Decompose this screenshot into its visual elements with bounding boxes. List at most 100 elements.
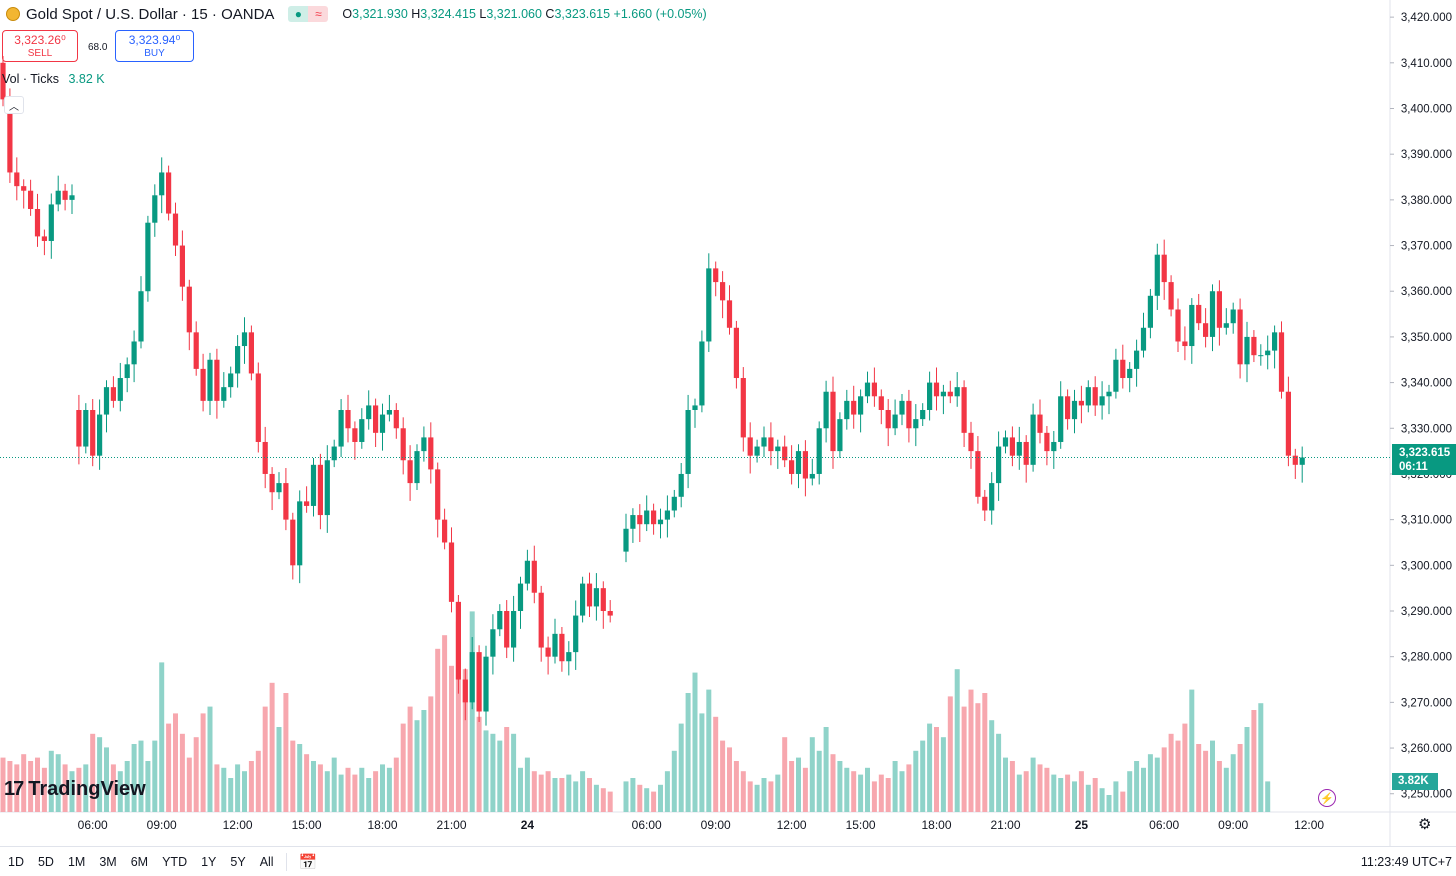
clock-timezone[interactable]: 11:23:49 UTC+7 <box>1360 855 1452 869</box>
spread-value: 68.0 <box>88 42 108 53</box>
volume-bar <box>207 706 213 812</box>
candle-body <box>671 496 677 511</box>
candle-body <box>235 346 241 374</box>
range-button-6m[interactable]: 6M <box>130 854 149 869</box>
volume-bar <box>442 635 448 812</box>
volume-bar <box>179 733 185 812</box>
candle-body <box>359 419 365 442</box>
candle-body <box>775 446 781 452</box>
volume-bar <box>947 696 953 812</box>
volume-bar <box>483 730 489 812</box>
candle-body <box>747 437 753 456</box>
range-button-ytd[interactable]: YTD <box>162 854 188 869</box>
bottom-toolbar: 1D 5D 1M 3M 6M YTD 1Y 5Y All 📅 11:23:49 UTC+7 <box>0 846 1456 876</box>
candle-body <box>345 410 351 429</box>
last-price-tag: 3,323.615 06:11 <box>1392 444 1456 475</box>
candle-body <box>823 391 829 429</box>
candle-body <box>892 414 898 429</box>
candle-body <box>400 428 406 461</box>
candle-body <box>623 528 629 552</box>
volume-bar <box>1127 771 1133 812</box>
volume-legend[interactable]: Vol · Ticks 3.82 K <box>2 72 105 86</box>
lightning-icon[interactable]: ⚡ <box>1318 789 1336 807</box>
volume-bar <box>297 744 303 812</box>
volume-bar <box>1265 781 1271 812</box>
range-button-3m[interactable]: 3M <box>99 854 117 869</box>
candle-body <box>1196 304 1202 324</box>
volume-bar <box>324 771 330 812</box>
candle-body <box>940 391 946 397</box>
tradingview-logo[interactable]: 17 TradingView <box>4 778 146 801</box>
range-button-1m[interactable]: 1M <box>67 854 86 869</box>
volume-bar <box>97 737 103 812</box>
candle-body <box>1299 457 1305 465</box>
y-tick-label: 3,300.000 <box>1401 560 1452 572</box>
collapse-legend-button[interactable]: ︿ <box>4 96 24 114</box>
volume-bar <box>117 771 123 812</box>
candle-body <box>179 245 185 287</box>
y-tick-label: 3,280.000 <box>1401 652 1452 664</box>
candle-body <box>1113 359 1119 392</box>
volume-bar <box>1058 778 1064 812</box>
volume-bar <box>476 716 482 812</box>
candle-body <box>600 588 606 611</box>
candle-body <box>138 291 144 342</box>
candle-body <box>816 428 822 474</box>
volume-bar <box>1161 747 1167 812</box>
volume-bar <box>727 747 732 812</box>
buy-button[interactable]: 3,323.94⁰ BUY <box>115 30 194 62</box>
candle-body <box>393 410 399 429</box>
x-tick-label: 06:00 <box>632 818 662 832</box>
calendar-goto-icon[interactable]: 📅 <box>298 853 318 871</box>
candle-body <box>1154 254 1160 296</box>
logo-text: TradingView <box>28 778 146 800</box>
volume-bar <box>1023 771 1029 812</box>
range-button-5y[interactable]: 5Y <box>230 854 246 869</box>
sell-button[interactable]: 3,323.26⁰ SELL <box>2 30 78 62</box>
candle-body <box>331 446 337 461</box>
price-chart[interactable]: 3,420.000 3,410.000 3,400.000 3,390.000 3,38… <box>0 0 1456 846</box>
volume-bar <box>913 750 919 812</box>
x-tick-label: 09:00 <box>1218 818 1248 832</box>
range-button-1d[interactable]: 1D <box>8 854 24 869</box>
volume-bar <box>393 757 399 812</box>
symbol-title[interactable]: Gold Spot / U.S. Dollar · 15 · OANDA <box>26 5 275 23</box>
volume-bar <box>159 662 165 812</box>
candle-body <box>21 186 27 191</box>
candle-body <box>1258 355 1264 357</box>
volume-bar <box>1065 774 1071 812</box>
volume-bar <box>559 778 565 812</box>
volume-bar <box>830 754 836 812</box>
volume-bar <box>283 693 289 812</box>
candle-body <box>1002 437 1009 447</box>
volume-bar <box>331 757 337 812</box>
settings-gear-icon[interactable]: ⚙ <box>1418 816 1432 833</box>
candle-body <box>214 359 220 401</box>
volume-bar <box>518 767 523 812</box>
candle-body <box>685 410 691 474</box>
volume-bar <box>166 723 172 812</box>
volume-bar <box>796 757 801 812</box>
volume-bar <box>1113 781 1119 812</box>
volume-bar <box>373 771 379 812</box>
candle-body <box>678 473 684 497</box>
market-status-pill[interactable]: ● ≈ <box>288 6 329 22</box>
range-button-1y[interactable]: 1Y <box>201 854 217 869</box>
range-button-5d[interactable]: 5D <box>37 854 54 869</box>
candle-body <box>304 501 310 506</box>
volume-bar <box>699 713 705 812</box>
candle-body <box>699 341 705 406</box>
candle-body <box>1051 441 1057 452</box>
volume-bar <box>221 767 227 812</box>
volume-bar <box>844 767 850 812</box>
volume-bar <box>497 740 503 812</box>
candle-body <box>207 359 213 401</box>
candle-body <box>1044 432 1050 452</box>
volume-bar <box>1237 744 1243 812</box>
volume-bar <box>975 703 981 812</box>
candle-body <box>706 268 712 342</box>
range-button-all[interactable]: All <box>259 854 274 869</box>
volume-bar <box>62 764 68 812</box>
candle-body <box>490 629 496 657</box>
y-tick-label: 3,260.000 <box>1401 743 1452 755</box>
